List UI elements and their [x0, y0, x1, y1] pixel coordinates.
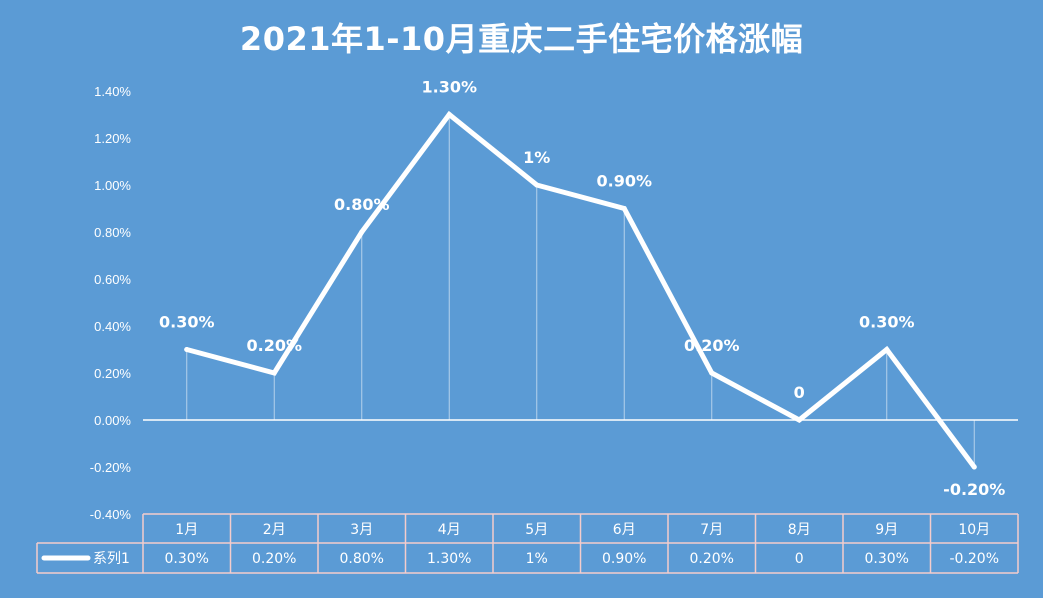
- legend-series-name: 系列1: [93, 551, 130, 567]
- y-tick-label: 0.40%: [94, 319, 131, 334]
- data-point: [184, 347, 190, 352]
- data-label: -0.20%: [943, 480, 1005, 499]
- data-label: 1%: [523, 148, 550, 167]
- table-value-cell: 0.30%: [865, 551, 909, 567]
- data-label: 0.90%: [596, 172, 652, 191]
- table-value-cell: 0: [795, 551, 804, 567]
- data-point: [534, 182, 540, 188]
- data-label: 0.80%: [334, 195, 390, 214]
- category-label: 8月: [788, 522, 811, 538]
- y-tick-label: -0.20%: [90, 460, 132, 475]
- data-point: [884, 347, 890, 352]
- data-point: [709, 370, 715, 376]
- data-point: [271, 370, 277, 376]
- category-label: 4月: [438, 522, 461, 538]
- y-tick-label: 0.20%: [94, 366, 131, 381]
- chart-title: 2021年1-10月重庆二手住宅价格涨幅: [239, 20, 804, 58]
- data-label: 0.20%: [246, 336, 302, 355]
- y-tick-label: 0.00%: [94, 413, 131, 428]
- category-label: 6月: [613, 522, 636, 538]
- y-tick-label: 0.60%: [94, 272, 131, 287]
- table-value-cell: 0.90%: [602, 551, 646, 567]
- data-label: 0.30%: [159, 313, 215, 332]
- data-point: [796, 417, 802, 423]
- category-label: 3月: [350, 522, 373, 538]
- table-value-cell: 1.30%: [427, 551, 471, 567]
- category-label: 10月: [958, 522, 990, 538]
- y-tick-label: 1.20%: [94, 131, 131, 146]
- data-label: 0.20%: [684, 336, 740, 355]
- category-label: 9月: [875, 522, 898, 538]
- category-label: 5月: [525, 522, 548, 538]
- table-value-cell: 0.80%: [340, 551, 384, 567]
- table-value-cell: 0.20%: [690, 551, 734, 567]
- category-label: 7月: [700, 522, 723, 538]
- data-point: [621, 206, 627, 211]
- data-label: 0: [794, 383, 805, 402]
- table-value-cell: -0.20%: [949, 551, 999, 567]
- table-value-cell: 0.20%: [252, 551, 296, 567]
- data-label: 1.30%: [421, 78, 477, 97]
- y-tick-label: 1.00%: [94, 178, 131, 193]
- data-label: 0.30%: [859, 313, 915, 332]
- y-tick-label: -0.40%: [90, 507, 132, 522]
- table-value-cell: 1%: [526, 551, 548, 567]
- y-tick-label: 0.80%: [94, 225, 131, 240]
- data-point: [446, 112, 452, 117]
- series-line: [184, 110, 977, 470]
- y-tick-label: 1.40%: [94, 84, 131, 99]
- category-label: 1月: [175, 522, 198, 538]
- table-value-cell: 0.30%: [165, 551, 209, 567]
- data-point: [359, 229, 365, 235]
- category-label: 2月: [263, 522, 286, 538]
- data-point: [971, 464, 977, 470]
